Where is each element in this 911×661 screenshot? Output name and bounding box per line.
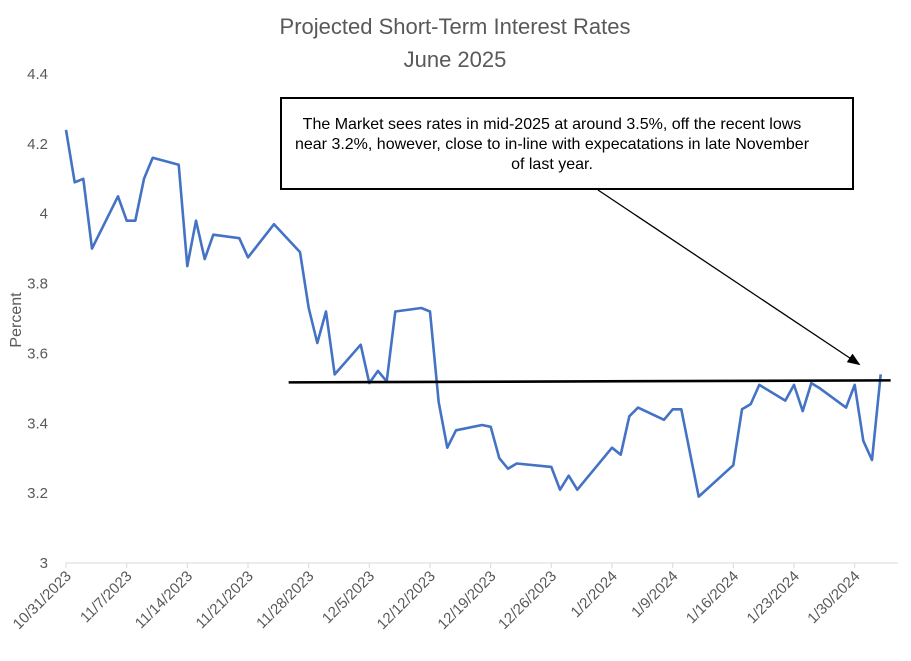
chart-title-line-1: Projected Short-Term Interest Rates	[280, 14, 631, 39]
x-tick-label: 12/26/2023	[495, 568, 560, 633]
y-tick-label: 3.8	[27, 276, 48, 293]
x-tick-label: 1/2/2024	[568, 568, 621, 621]
y-tick-label: 4	[40, 206, 48, 223]
y-tick-label: 3	[40, 555, 48, 572]
x-tick-label: 11/7/2023	[77, 568, 135, 626]
x-tick-label: 11/28/2023	[253, 568, 317, 632]
y-tick-label: 4.2	[27, 136, 48, 153]
annotation-callout-box: The Market sees rates in mid-2025 at aro…	[280, 97, 854, 190]
reference-line-group	[288, 379, 891, 384]
x-tick-label: 1/9/2024	[628, 568, 681, 621]
annotation-text: The Market sees rates in mid-2025 at aro…	[294, 116, 810, 173]
y-tick-label: 4.4	[27, 66, 48, 83]
series-group	[64, 129, 882, 498]
x-tick-label: 12/12/2023	[374, 568, 439, 633]
y-tick-label: 3.6	[27, 345, 48, 362]
x-tick-label: 12/19/2023	[434, 568, 499, 633]
chart-title-line-2: June 2025	[404, 47, 507, 72]
x-tick-label: 10/31/2023	[10, 568, 75, 633]
reference-line	[288, 379, 891, 384]
x-tick-label: 1/16/2024	[683, 568, 742, 627]
series-line	[64, 129, 882, 498]
y-tick-label: 3.4	[27, 415, 48, 432]
x-tick-label: 11/14/2023	[132, 568, 196, 632]
x-tick-label: 1/30/2024	[804, 568, 863, 627]
y-axis-label: Percent	[8, 292, 25, 348]
x-tick-label: 1/23/2024	[744, 568, 803, 627]
chart-title: Projected Short-Term Interest Rates June…	[280, 14, 631, 72]
y-axis-ticks: 3 3.2 3.4 3.6 3.8 4 4.2 4.4	[27, 66, 48, 572]
x-tick-label: 12/5/2023	[319, 568, 378, 627]
x-tick-label: 11/21/2023	[193, 568, 257, 632]
annotation-arrow	[597, 189, 861, 366]
y-tick-label: 3.2	[27, 485, 48, 502]
x-axis-ticks: 10/31/2023 11/7/202311/14/202311/21/20231…	[10, 563, 863, 633]
